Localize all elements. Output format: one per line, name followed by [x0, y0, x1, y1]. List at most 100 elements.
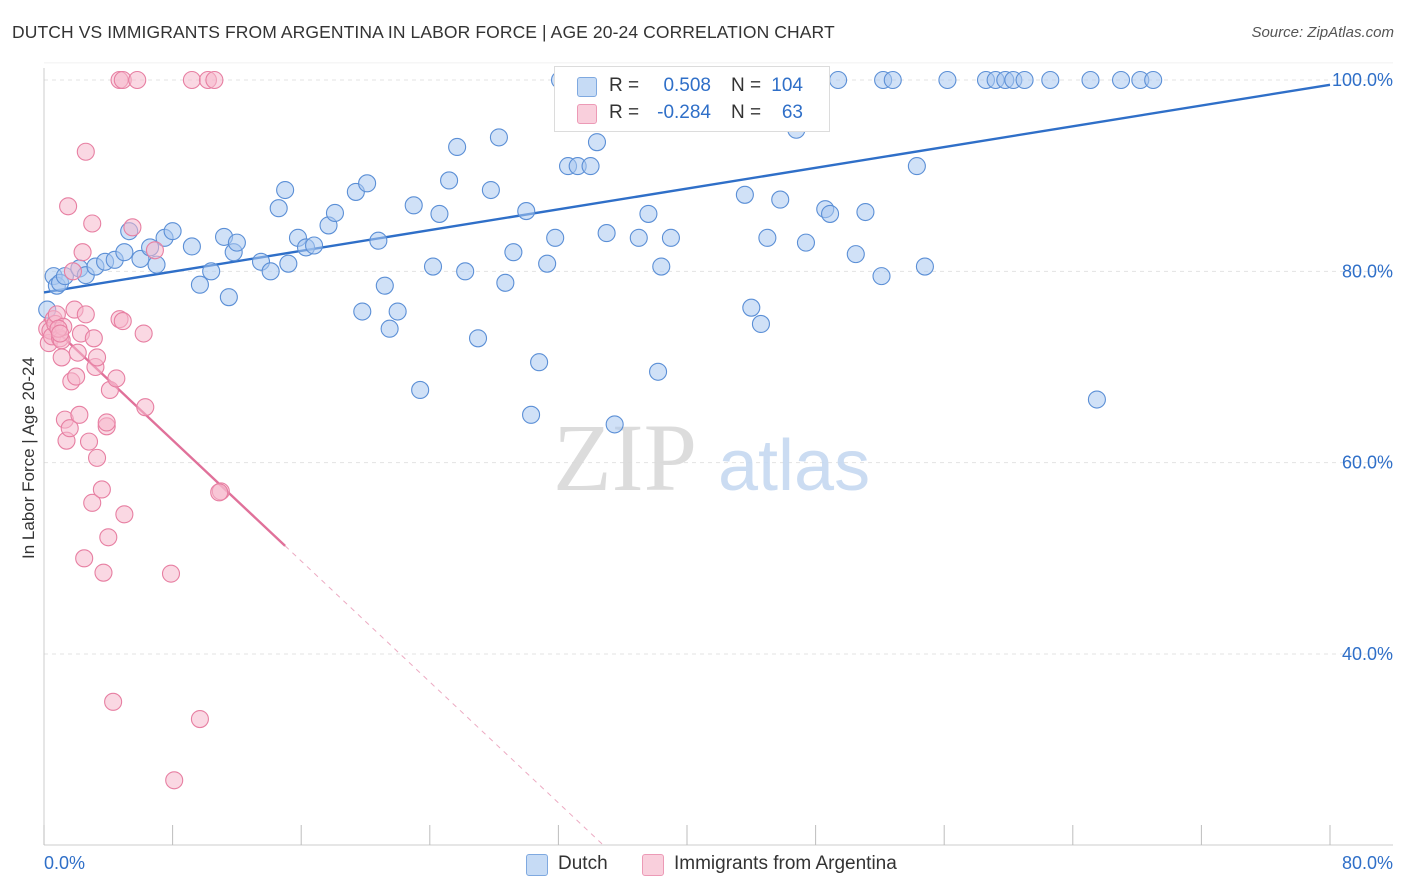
dutch-point [751, 314, 770, 334]
y-axis-label: In Labor Force | Age 20-24 [19, 357, 38, 559]
argentina-point [75, 549, 94, 568]
argentina-point [134, 324, 153, 343]
chart-title: DUTCH VS IMMIGRANTS FROM ARGENTINA IN LA… [12, 22, 835, 42]
argentina-point [79, 432, 99, 451]
dutch-point [907, 157, 926, 176]
argentina-point [107, 369, 126, 388]
argentina-point [52, 348, 71, 367]
argentina-point [104, 692, 123, 711]
dutch-point [938, 70, 957, 90]
dutch-point [872, 267, 891, 286]
dutch-point [629, 228, 648, 247]
argentina-point [83, 493, 102, 512]
dutch-n-label: N = [731, 75, 762, 96]
dutch-point [517, 202, 536, 221]
dutch-point [489, 128, 508, 147]
argentina-point [70, 405, 89, 424]
dutch-point [440, 171, 459, 190]
dutch-point [369, 231, 388, 250]
dutch-point [375, 276, 394, 295]
correlation-legend: R = 0.508 N = 104 R = -0.284 N = 63 [554, 66, 830, 132]
dutch-point [530, 353, 549, 372]
dutch-point [219, 288, 238, 307]
dutch-point [1015, 70, 1034, 90]
dutch-legend-swatch [526, 854, 548, 876]
dutch-point [496, 273, 515, 292]
argentina-point [190, 710, 209, 729]
argentina-point [87, 448, 107, 467]
dutch-point [742, 298, 761, 317]
argentina-point [67, 367, 86, 386]
dutch-point [538, 254, 557, 273]
tick-labels: 40.0% 60.0% 80.0% 100.0% 0.0% 80.0% [44, 70, 1393, 873]
dutch-point [856, 202, 875, 222]
argentina-point [161, 564, 181, 583]
dutch-point [546, 228, 565, 247]
dutch-swatch [577, 77, 597, 97]
dutch-point [581, 157, 600, 176]
dutch-point [522, 405, 541, 424]
dutch-point [305, 236, 324, 255]
dutch-point [1081, 70, 1100, 90]
dutch-point [597, 224, 616, 243]
watermark-atlas: atlas [718, 426, 870, 506]
dutch-point [325, 203, 345, 223]
data-points [38, 70, 1163, 790]
argentina-point [59, 197, 78, 216]
dutch-point [353, 302, 372, 321]
dutch-point [163, 222, 182, 241]
watermark-zip: ZIP [553, 404, 697, 511]
argentina-r-label: R = [609, 102, 640, 123]
y-tick-label: 40.0% [1342, 644, 1393, 664]
legend-row-dutch: R = 0.508 N = 104 [555, 72, 829, 100]
dutch-point [276, 180, 295, 200]
dutch-point [1087, 390, 1106, 409]
argentina-point [115, 505, 134, 524]
dutch-point [639, 204, 658, 223]
dutch-point [846, 245, 865, 264]
argentina-point [73, 243, 92, 262]
argentina-point [51, 324, 70, 343]
dutch-point [649, 362, 668, 381]
argentina-point [76, 142, 95, 161]
dutch-point [1111, 70, 1131, 90]
y-tick-label: 80.0% [1342, 261, 1393, 281]
argentina-point [76, 305, 95, 324]
dutch-point [448, 137, 467, 157]
dutch-point [227, 233, 246, 252]
legend-row-argentina: R = -0.284 N = 63 [555, 99, 829, 127]
argentina-n-label: N = [731, 102, 762, 123]
y-tick-label: 60.0% [1342, 453, 1393, 473]
dutch-legend-label: Dutch [558, 853, 608, 874]
argentina-trend-extension [284, 545, 604, 846]
source-credit: Source: ZipAtlas.com [1251, 24, 1394, 41]
argentina-point [63, 262, 82, 281]
dutch-point [279, 254, 298, 273]
argentina-point [136, 398, 155, 417]
dutch-n-value: 104 [771, 75, 803, 96]
argentina-point [60, 419, 79, 438]
argentina-point [99, 528, 118, 547]
dutch-point [481, 180, 500, 200]
dutch-point [661, 228, 680, 247]
dutch-point [605, 415, 624, 434]
dutch-r-value: 0.508 [663, 75, 711, 96]
dutch-point [1144, 70, 1163, 90]
dutch-point [735, 185, 754, 204]
argentina-point [83, 214, 102, 233]
argentina-point [68, 343, 87, 362]
series-legend: Dutch Immigrants from Argentina [0, 852, 1406, 878]
argentina-point [205, 70, 224, 90]
grid-lines [44, 62, 1393, 655]
argentina-point [113, 312, 132, 331]
dutch-point [1041, 70, 1060, 90]
dutch-point [829, 70, 848, 90]
dutch-point [411, 380, 430, 400]
dutch-point [771, 190, 790, 209]
dutch-point [115, 243, 134, 262]
dutch-point [796, 233, 816, 252]
x-tick-label: 80.0% [1342, 853, 1393, 873]
dutch-point [380, 319, 399, 338]
argentina-point [94, 563, 113, 582]
